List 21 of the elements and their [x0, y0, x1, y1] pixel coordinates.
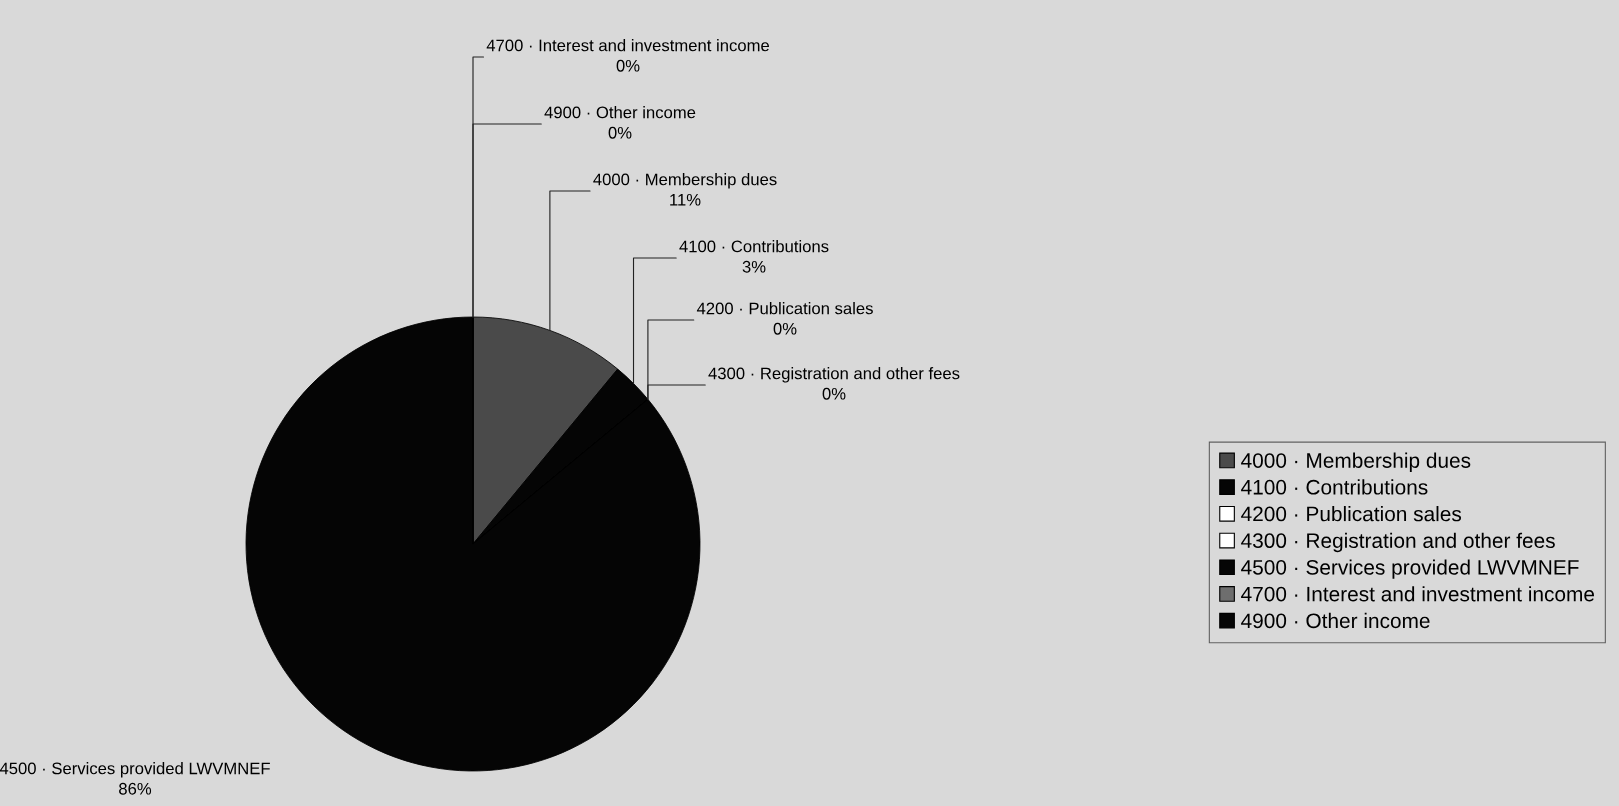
legend-label: 4700 · Interest and investment income [1241, 586, 1595, 602]
legend-label: 4900 · Other income [1241, 612, 1430, 629]
text: 0% [616, 59, 640, 72]
slice-label: 4000 · Membership dues [593, 173, 777, 189]
category-label: 4700 · Interest and investment income [486, 39, 770, 52]
slice-label: 4500 · Services provided LWVMNEF [0, 762, 270, 778]
data-label: 3% [742, 260, 766, 273]
data-label: 86% [119, 782, 152, 795]
category-label: 4300 · Registration and other fees [708, 367, 960, 383]
category-label: 4900 · Other income [544, 106, 696, 119]
text: 0% [822, 387, 846, 400]
slice-label: 4100 · Contributions [679, 240, 829, 253]
data-label: 11% [670, 193, 701, 206]
text: 0% [608, 126, 632, 139]
legend-label: 4100 · Contributions [1241, 479, 1428, 495]
legend-label: 4000 · Membership dues [1241, 452, 1471, 473]
legend-label: 4500 · Services provided LWVMNEF [1241, 559, 1579, 579]
legend-label: 4200 · Publication sales [1241, 506, 1462, 522]
text: 0% [773, 322, 797, 335]
legend-label: 4300 · Registration and other fees [1241, 532, 1555, 553]
category-label: 4200 · Publication sales [696, 302, 873, 315]
